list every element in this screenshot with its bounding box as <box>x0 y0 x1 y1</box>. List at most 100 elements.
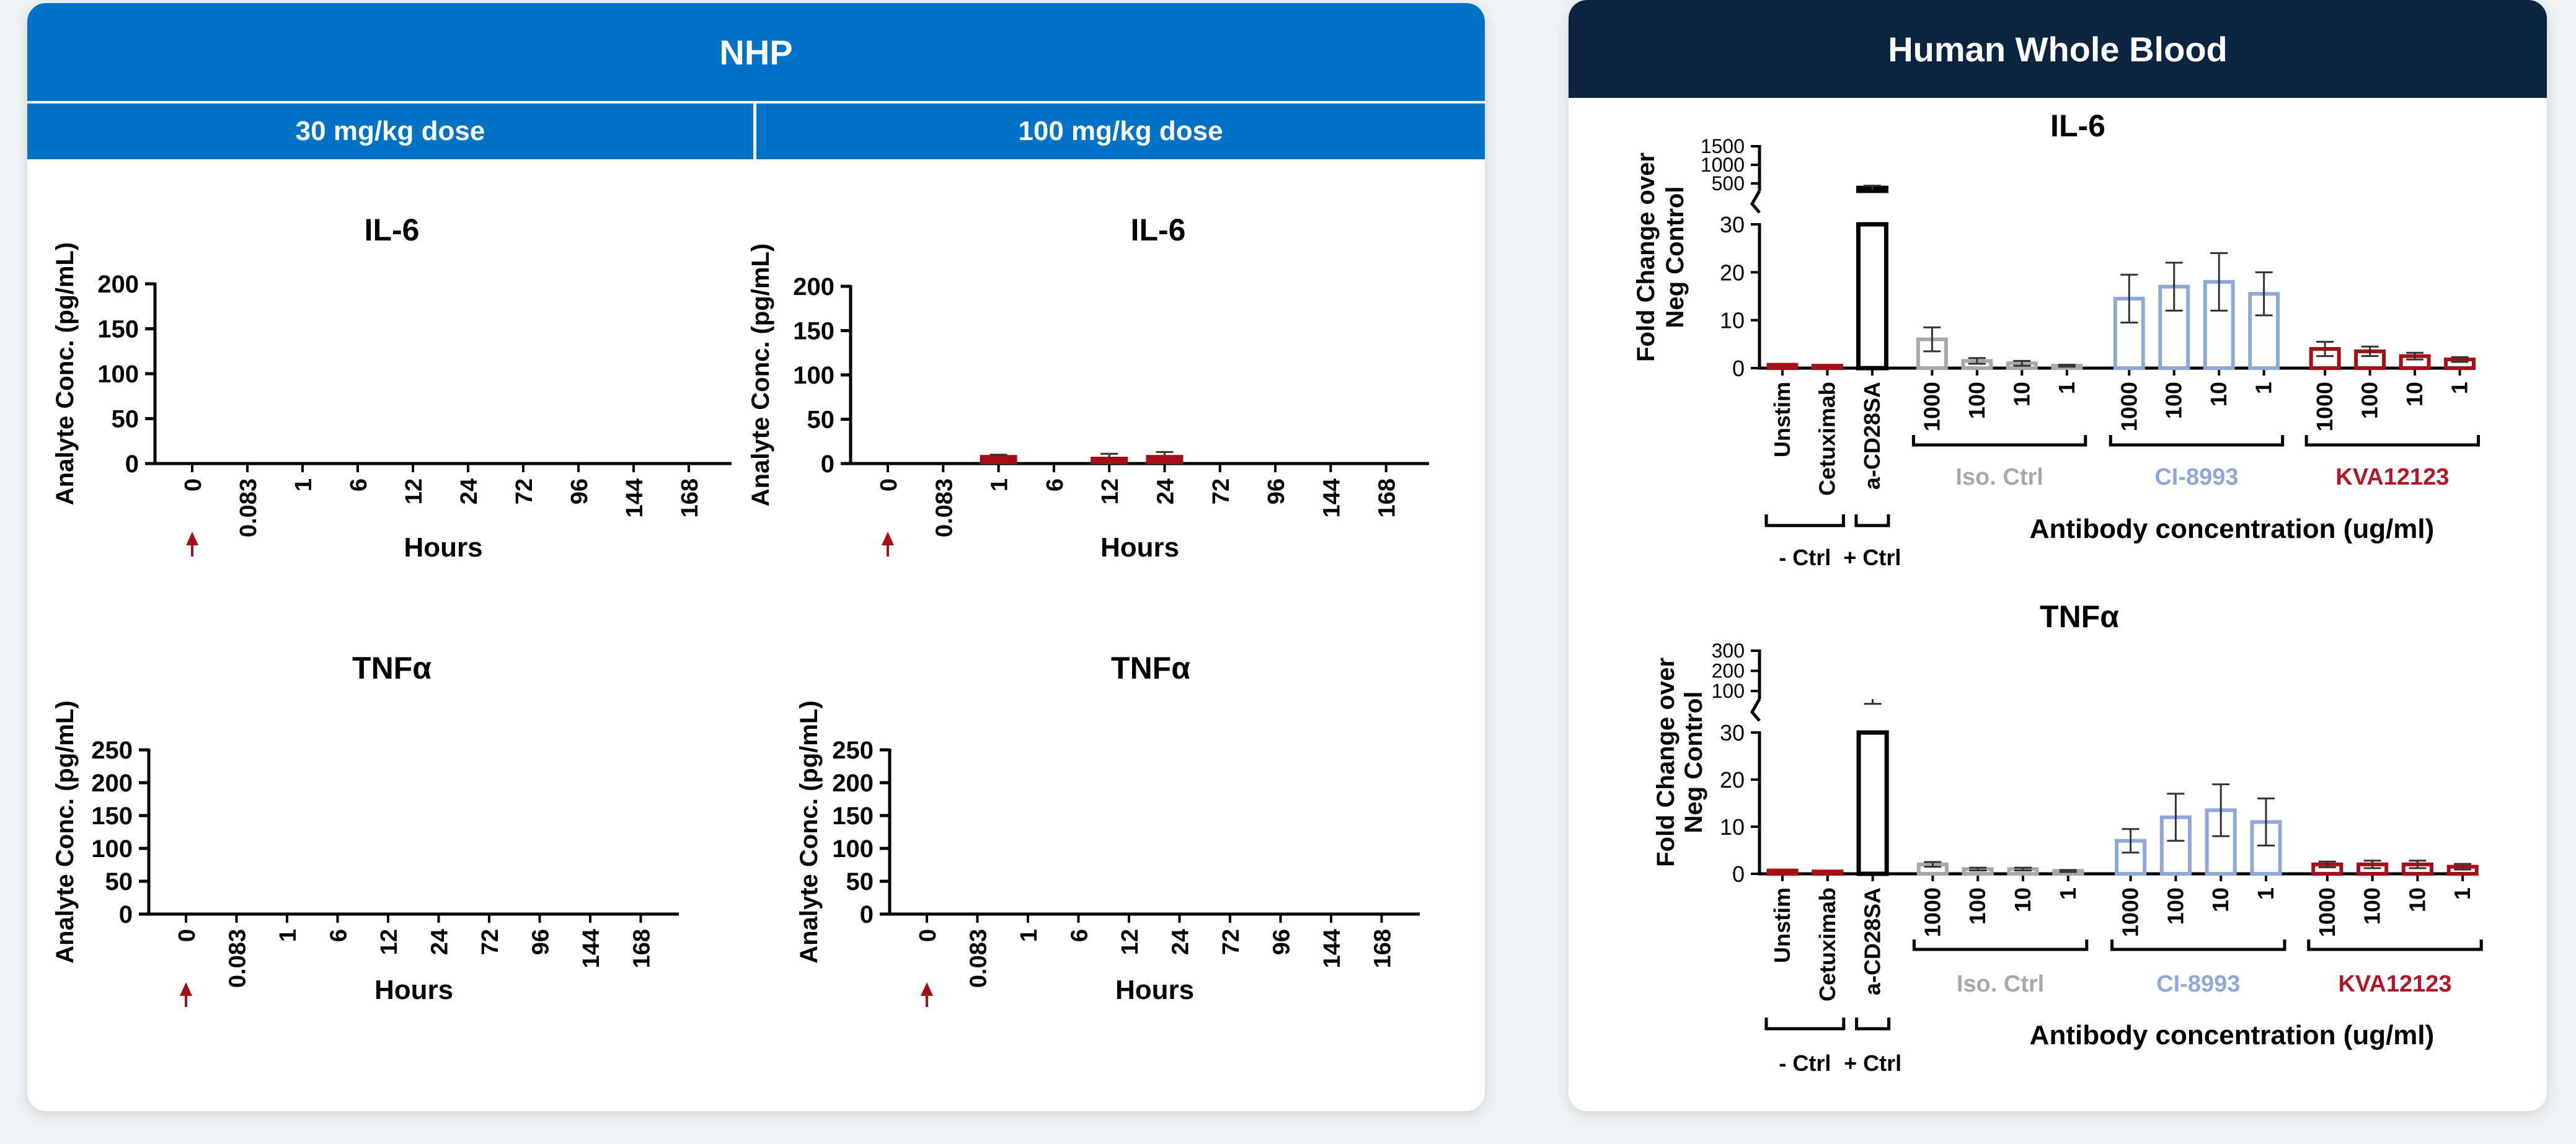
hwb-il6-ctrl-label: - Ctrl <box>1779 545 1831 570</box>
nhp-30-il6-x-tick-label: 0.083 <box>236 478 262 537</box>
nhp-100-tnf-y-tick-label: 100 <box>832 835 874 863</box>
hwb-il6-y-tick-label: 30 <box>1720 212 1745 237</box>
nhp-30-tnf-x-tick-label: 144 <box>578 929 604 968</box>
hwb-il6-bar <box>2248 292 2280 370</box>
nhp-100-tnf-y-tick-label: 0 <box>860 901 874 928</box>
nhp-30-il6-x-tick-label: 0 <box>180 478 206 491</box>
nhp-100-tnf-x-tick-label: 0 <box>915 929 941 942</box>
hwb-tnf-ctrl-label: + Ctrl <box>1844 1050 1901 1076</box>
nhp-100-il6-dose-arrow-icon <box>882 532 894 545</box>
hwb-tnf-bar <box>1812 869 1844 876</box>
hwb-tnf-axis-break-mark <box>1750 698 1761 722</box>
hwb-tnf-x-tick-label: 1000 <box>2314 887 2340 937</box>
hwb-tnf-group-bracket <box>2110 939 2286 951</box>
nhp-100-il6-x-tick-label: 72 <box>1208 478 1234 504</box>
dose-header-30: 30 mg/kg dose <box>27 103 753 159</box>
nhp-100-il6-y-tick-label: 0 <box>821 451 834 478</box>
nhp-30-il6-x-tick-label: 72 <box>511 478 538 504</box>
hwb-tnf-group-bracket <box>2307 939 2483 951</box>
nhp-30-il6-y-tick-label: 150 <box>97 316 139 343</box>
nhp-100-il6-x-tick-label: 6 <box>1042 478 1068 491</box>
hwb-il6-group-bracket <box>2109 435 2285 447</box>
nhp-30-tnf-x-tick-label: 0 <box>174 929 200 942</box>
hwb-il6-y-tick-label: 1000 <box>1701 154 1745 176</box>
hwb-tnf-ctrl-label: - Ctrl <box>1779 1050 1831 1076</box>
hwb-tnf-x-tick-label: Cetuximab <box>1815 887 1840 1001</box>
nhp-30-il6-x-tick-label: 168 <box>677 478 703 517</box>
nhp-30-tnf-y-tick-label: 50 <box>105 868 133 895</box>
nhp-30-tnf-x-tick-label: 0.083 <box>225 929 251 988</box>
hwb-tnf-y-label-line1: Fold Change over <box>1652 658 1680 867</box>
nhp-30-tnf-x-tick-label: 96 <box>528 929 554 955</box>
hwb-tnf-group-bracket <box>1912 939 2089 951</box>
hwb-tnf-x-tick-label: 1 <box>2253 887 2278 900</box>
hwb-tnf-bar <box>1766 868 1799 876</box>
nhp-100-tnf-x-label: Hours <box>1115 975 1194 1005</box>
nhp-100-il6-x-tick-label: 24 <box>1153 478 1179 504</box>
nhp-100-tnf-x-tick-label: 168 <box>1370 929 1396 968</box>
nhp-100-il6-y-tick-label: 200 <box>793 273 834 301</box>
nhp-100-il6-x-tick-label: 0.083 <box>931 478 957 537</box>
nhp-30-tnf-y-label: Analyte Conc. (pg/mL) <box>51 700 79 963</box>
hwb-il6-x-label: Antibody concentration (ug/ml) <box>2030 514 2435 544</box>
hwb-tnf-x-tick-label: 100 <box>2360 887 2385 925</box>
hwb-tnf-y-tick-label: 0 <box>1732 861 1745 887</box>
nhp-30-il6-x-tick-label: 144 <box>622 478 648 517</box>
hwb-tnf-y-tick-label: 200 <box>1712 660 1745 682</box>
hwb-il6-y-tick-label: 1500 <box>1701 135 1745 157</box>
hwb-il6-group-label: KVA12123 <box>2335 464 2449 490</box>
nhp-30-il6-y-tick-label: 200 <box>97 271 139 298</box>
hwb-tnf-y-tick-label: 100 <box>1712 680 1745 702</box>
nhp-100-tnf-x-tick-label: 0.083 <box>966 929 992 988</box>
hwb-il6-x-tick-label: a-CD28SA <box>1859 382 1885 490</box>
hwb-il6-x-tick-label: 1000 <box>2116 382 2141 431</box>
nhp-30-tnf-x-tick-label: 72 <box>477 929 503 955</box>
nhp-100-tnf-title: TNFα <box>1111 651 1190 685</box>
nhp-100-tnf-x-tick-label: 144 <box>1319 929 1345 968</box>
nhp-30-tnf-dose-arrow-icon <box>180 982 192 996</box>
nhp-panel: NHP 30 mg/kg dose 100 mg/kg dose <box>27 3 1485 1111</box>
nhp-100-il6-bar <box>1091 456 1128 464</box>
nhp-100-il6-x-tick-label: 0 <box>876 478 902 491</box>
nhp-100-il6-x-tick-label: 96 <box>1264 478 1290 504</box>
hwb-il6-bar-lower <box>1856 222 1888 371</box>
hwb-il6-group-label: Iso. Ctrl <box>1955 464 2043 490</box>
hwb-il6-x-tick-label: 1 <box>2251 382 2277 394</box>
hwb-tnf-x-tick-label: 1000 <box>1919 887 1945 937</box>
hwb-il6-x-tick-label: 100 <box>1964 382 1990 419</box>
nhp-100-il6-y-tick-label: 150 <box>793 318 834 345</box>
nhp-30-il6-x-tick-label: 96 <box>567 478 593 504</box>
nhp-100-il6-y-label: Analyte Conc. (pg/mL) <box>747 244 774 506</box>
dose-header-100: 100 mg/kg dose <box>756 103 1485 159</box>
hwb-tnf-y-tick-label: 10 <box>1720 814 1745 840</box>
nhp-100-tnf-x-tick-label: 72 <box>1218 929 1244 955</box>
hwb-tnf-x-label: Antibody concentration (ug/ml) <box>2030 1020 2435 1050</box>
hwb-tnf-x-tick-label: 10 <box>2010 887 2035 912</box>
hwb-il6-x-tick-label: Unstim <box>1769 382 1795 457</box>
nhp-30-il6-title: IL-6 <box>365 213 420 247</box>
hwb-il6-y-tick-label: 10 <box>1720 308 1745 333</box>
hwb-il6-title: IL-6 <box>2050 108 2105 143</box>
nhp-30-tnf-x-label: Hours <box>374 975 453 1005</box>
nhp-30-il6-y-tick-label: 100 <box>97 361 139 388</box>
hwb-il6-bar <box>2203 279 2235 370</box>
hwb-tnf-x-tick-label: 100 <box>1965 887 1990 925</box>
nhp-100-tnf-x-tick-label: 6 <box>1067 929 1093 942</box>
hwb-tnf-x-tick-label: 100 <box>2162 887 2188 925</box>
nhp-30-tnf-x-tick-label: 12 <box>376 929 402 955</box>
hwb-il6-x-tick-label: 10 <box>2009 382 2034 407</box>
hwb-il6-x-tick-label: 10 <box>2402 382 2427 407</box>
nhp-30-il6-x-tick-label: 1 <box>291 478 317 491</box>
nhp-100-tnf-x-tick-label: 1 <box>1016 929 1042 942</box>
nhp-100-il6-bar <box>1146 455 1184 465</box>
nhp-100-il6-x-tick-label: 144 <box>1319 478 1345 517</box>
hwb-il6-bar <box>1812 364 1843 371</box>
nhp-100-il6-y-tick-label: 50 <box>807 407 835 434</box>
hwb-tnf-x-tick-label: 10 <box>2404 887 2430 912</box>
hwb-il6-ctrl-bracket <box>1764 514 1845 527</box>
hwb-il6-bar <box>1766 363 1799 371</box>
hwb-tnf-y-label-line2: Neg Control <box>1680 692 1707 834</box>
hwb-il6-x-tick-label: 100 <box>2161 382 2187 419</box>
nhp-100-il6-bar <box>980 455 1017 465</box>
